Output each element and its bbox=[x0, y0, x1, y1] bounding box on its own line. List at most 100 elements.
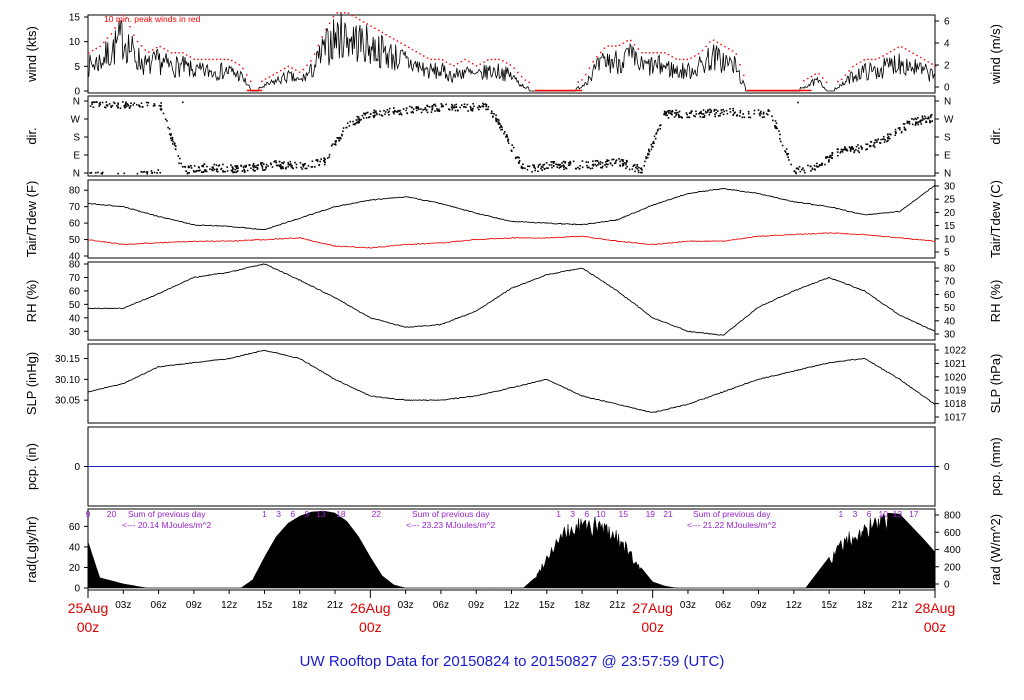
direction-point bbox=[824, 163, 826, 166]
direction-point bbox=[101, 101, 104, 104]
direction-point bbox=[614, 162, 617, 164]
x-tick-label: 06z bbox=[151, 600, 167, 611]
direction-point bbox=[484, 103, 487, 105]
direction-point bbox=[392, 111, 394, 113]
direction-point bbox=[124, 106, 127, 109]
direction-point bbox=[534, 167, 536, 170]
y-axis-label-left: RH (%) bbox=[24, 280, 39, 323]
direction-point bbox=[98, 103, 101, 105]
direction-point bbox=[410, 111, 413, 114]
direction-point bbox=[647, 152, 649, 155]
direction-point bbox=[116, 105, 118, 107]
direction-point bbox=[138, 105, 141, 107]
direction-point bbox=[334, 141, 337, 144]
direction-point bbox=[197, 169, 199, 172]
x-tick-label: 09z bbox=[468, 600, 484, 611]
direction-point bbox=[686, 113, 688, 116]
direction-point bbox=[188, 171, 191, 174]
direction-point bbox=[203, 170, 205, 173]
direction-point bbox=[129, 105, 132, 107]
direction-point bbox=[611, 164, 614, 167]
direction-point bbox=[240, 165, 243, 167]
x-tick-label: 06z bbox=[715, 600, 731, 611]
wind-annotation: 10 min. peak winds in red bbox=[104, 14, 201, 24]
direction-point bbox=[376, 113, 378, 116]
direction-point bbox=[869, 145, 872, 147]
direction-point bbox=[89, 105, 92, 107]
direction-point bbox=[358, 121, 360, 124]
direction-point bbox=[631, 168, 634, 170]
panel-4: SLP (inHg) SLP (hPa) 30.05 30.10 30.15 1017 10… bbox=[24, 343, 1003, 424]
direction-point bbox=[821, 164, 823, 166]
direction-point bbox=[532, 164, 534, 166]
x-tick-label: 09z bbox=[186, 600, 202, 611]
direction-point bbox=[425, 109, 428, 111]
direction-point bbox=[659, 124, 662, 126]
direction-point bbox=[330, 145, 333, 147]
direction-point bbox=[416, 107, 419, 110]
direction-point bbox=[671, 113, 673, 116]
direction-point bbox=[278, 165, 281, 168]
direction-point bbox=[599, 161, 602, 163]
direction-point bbox=[186, 172, 189, 174]
direction-point bbox=[357, 122, 359, 124]
direction-point bbox=[774, 126, 777, 129]
radiation-hour-mark: 10 bbox=[879, 509, 889, 519]
direction-point bbox=[417, 107, 420, 110]
direction-point bbox=[243, 168, 245, 171]
y-tick-label: N bbox=[73, 169, 80, 180]
direction-point bbox=[473, 105, 475, 108]
direction-point bbox=[304, 167, 307, 170]
direction-point bbox=[601, 162, 604, 164]
direction-point bbox=[880, 138, 882, 141]
direction-point bbox=[470, 109, 472, 111]
y-tick-label-right: N bbox=[944, 169, 951, 180]
direction-point bbox=[569, 160, 572, 163]
direction-point bbox=[222, 170, 224, 172]
direction-point bbox=[485, 105, 487, 108]
direction-point bbox=[886, 136, 889, 139]
direction-point bbox=[105, 104, 108, 106]
direction-point bbox=[282, 167, 285, 170]
direction-point bbox=[632, 165, 635, 167]
x-tick-label: 21z bbox=[327, 600, 343, 611]
direction-point bbox=[495, 117, 497, 120]
direction-point bbox=[303, 164, 305, 166]
direction-point bbox=[645, 156, 647, 158]
direction-point bbox=[316, 158, 319, 161]
direction-point bbox=[534, 169, 537, 172]
direction-point bbox=[622, 162, 625, 165]
direction-point bbox=[644, 160, 646, 163]
direction-point bbox=[586, 166, 589, 169]
direction-point bbox=[844, 148, 847, 151]
direction-point bbox=[902, 123, 905, 125]
direction-point bbox=[252, 168, 254, 171]
direction-point bbox=[511, 144, 514, 146]
direction-point bbox=[97, 171, 99, 174]
direction-point bbox=[827, 161, 830, 163]
direction-point bbox=[640, 171, 642, 174]
direction-point bbox=[467, 110, 469, 112]
y-tick-label: 50 bbox=[69, 300, 81, 311]
direction-point bbox=[311, 166, 314, 168]
direction-point bbox=[501, 128, 504, 131]
direction-point bbox=[921, 117, 924, 119]
direction-point bbox=[355, 121, 358, 124]
direction-point bbox=[860, 145, 862, 148]
direction-point bbox=[599, 163, 602, 165]
x-tick-label: 09z bbox=[750, 600, 766, 611]
direction-point bbox=[929, 121, 932, 123]
direction-point bbox=[741, 116, 744, 119]
panel-0: wind (kts) wind (m/s) 0 5 10 15 0 2 4 6 10 min. pe… bbox=[24, 12, 1003, 98]
direction-point bbox=[654, 137, 657, 140]
direction-point bbox=[732, 107, 734, 110]
direction-point bbox=[357, 116, 360, 118]
direction-point bbox=[110, 106, 113, 109]
direction-point bbox=[618, 158, 620, 160]
direction-point bbox=[402, 108, 405, 110]
direction-point bbox=[204, 170, 207, 173]
direction-point bbox=[821, 162, 824, 165]
x-day-time: 00z bbox=[641, 619, 664, 635]
direction-point bbox=[592, 160, 594, 163]
direction-point bbox=[117, 102, 119, 105]
